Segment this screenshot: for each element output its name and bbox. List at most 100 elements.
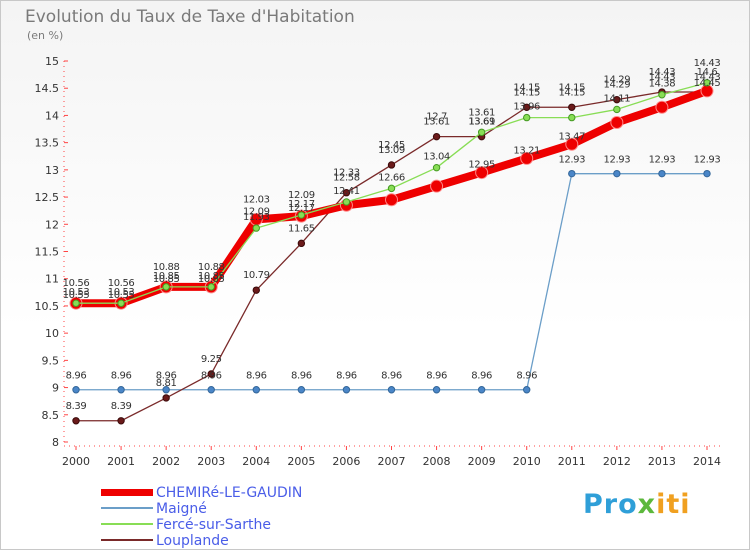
y-tick-label: 10	[45, 327, 59, 340]
x-tick-label: 2004	[242, 455, 270, 468]
data-point-maigne	[703, 169, 711, 178]
legend-label-louplande: Louplande	[156, 533, 229, 549]
data-label-louplande: 9.25	[201, 354, 222, 365]
data-label-louplande: 13.61	[423, 117, 450, 128]
data-point-maigne	[477, 386, 486, 394]
data-label-ferce: 10.85	[198, 271, 225, 282]
data-point-chemire	[385, 193, 398, 207]
data-point-ferce	[613, 105, 621, 114]
data-point-ferce	[658, 91, 666, 99]
y-tick-label: 15	[45, 55, 59, 68]
data-label-chemire: 10.85	[153, 274, 180, 285]
data-label-ferce: 13.96	[513, 102, 540, 113]
data-label-ferce: 13.04	[423, 152, 450, 163]
data-label-ferce: 11.93	[243, 212, 270, 223]
data-label-louplande: 8.39	[66, 401, 87, 412]
data-point-louplande	[568, 103, 576, 111]
data-label-extra: 14.29	[604, 75, 631, 86]
x-tick-label: 2005	[287, 455, 315, 468]
legend-swatch-ferce	[101, 523, 153, 525]
data-point-maigne	[162, 386, 170, 394]
y-tick-label: 11.5	[35, 246, 60, 259]
x-tick-label: 2008	[423, 455, 451, 468]
y-tick-label: 14.5	[35, 82, 60, 95]
x-tick-label: 2006	[332, 455, 360, 468]
data-label-maigne: 8.96	[246, 371, 267, 382]
data-point-ferce	[162, 283, 170, 291]
x-tick-label: 2002	[152, 455, 180, 468]
data-point-ferce	[252, 224, 260, 232]
data-point-louplande	[252, 286, 260, 294]
y-tick-label: 8.5	[42, 409, 60, 422]
y-tick-label: 14	[45, 109, 59, 122]
data-point-louplande	[387, 161, 396, 169]
data-label-chemire: 10.85	[198, 274, 225, 285]
y-tick-label: 13.5	[35, 137, 60, 150]
x-tick-label: 2001	[107, 455, 135, 468]
data-point-louplande	[207, 370, 215, 378]
data-label-ferce: 14.38	[649, 79, 676, 90]
data-point-ferce	[72, 299, 80, 307]
x-tick-label: 2014	[693, 455, 721, 468]
data-label-extra: 14.43	[694, 58, 721, 69]
legend-label-maigne: Maigné	[156, 501, 207, 517]
data-label-louplande: 12.58	[333, 173, 360, 184]
data-point-louplande	[342, 189, 351, 197]
data-label-extra: 10.88	[153, 262, 180, 273]
data-point-chemire	[520, 151, 534, 165]
data-point-chemire	[655, 100, 669, 114]
data-label-louplande: 14.15	[558, 87, 585, 98]
data-point-ferce	[117, 299, 125, 307]
data-point-louplande	[523, 103, 531, 111]
data-point-maigne	[523, 386, 531, 394]
data-label-maigne: 8.96	[381, 371, 402, 382]
data-label-maigne: 8.96	[156, 371, 177, 382]
logo-part-3: iti	[656, 489, 691, 520]
chart-units: (en %)	[27, 29, 64, 42]
x-tick-label: 2009	[468, 455, 496, 468]
data-label-extra: 12.09	[288, 190, 315, 201]
proxiti-logo: Proxiti	[583, 489, 691, 520]
data-point-maigne	[342, 386, 351, 394]
x-tick-label: 2010	[513, 455, 541, 468]
data-label-ferce: 13.69	[468, 116, 495, 127]
data-point-maigne	[387, 386, 396, 394]
x-tick-label: 2011	[558, 455, 586, 468]
y-tick-label: 10.5	[35, 300, 60, 313]
data-point-ferce	[387, 184, 396, 193]
data-label-extra: 12.45	[378, 140, 405, 151]
data-label-chemire: 10.55	[63, 290, 90, 301]
data-label-extra: 14.15	[558, 82, 585, 93]
data-label-maigne: 8.96	[426, 371, 447, 382]
data-label-louplande: 14.43	[649, 72, 676, 83]
data-point-maigne	[297, 386, 306, 394]
x-tick-label: 2012	[603, 455, 631, 468]
data-point-maigne	[568, 169, 576, 178]
y-tick-label: 13	[45, 164, 59, 177]
data-label-louplande: 13.61	[468, 117, 495, 128]
data-label-ferce: 12.66	[378, 172, 405, 183]
x-tick-label: 2003	[197, 455, 225, 468]
data-point-maigne	[252, 386, 260, 394]
data-point-ferce	[477, 128, 486, 137]
data-label-louplande: 8.81	[156, 378, 177, 389]
data-label-extra: 14.43	[649, 67, 676, 78]
legend-swatch-louplande	[101, 539, 153, 541]
data-label-ferce: 12.41	[333, 186, 360, 197]
data-label-maigne: 8.96	[471, 371, 492, 382]
data-label-maigne: 8.96	[516, 371, 537, 382]
data-label-extra: 10.88	[198, 262, 225, 273]
data-label-ferce: 12.17	[288, 199, 315, 210]
data-label-extra: 12.7	[426, 112, 447, 123]
x-tick-label: 2013	[648, 455, 676, 468]
data-label-extra: 10.56	[63, 278, 90, 289]
data-point-louplande	[72, 417, 80, 425]
data-label-maigne: 12.93	[694, 155, 721, 166]
data-label-maigne: 8.96	[291, 371, 312, 382]
legend-label-ferce: Fercé-sur-Sarthe	[156, 517, 271, 533]
y-tick-label: 12	[45, 218, 59, 231]
data-label-chemire: 14.45	[694, 78, 721, 89]
data-point-ferce	[342, 198, 351, 206]
y-tick-label: 9	[52, 382, 59, 395]
